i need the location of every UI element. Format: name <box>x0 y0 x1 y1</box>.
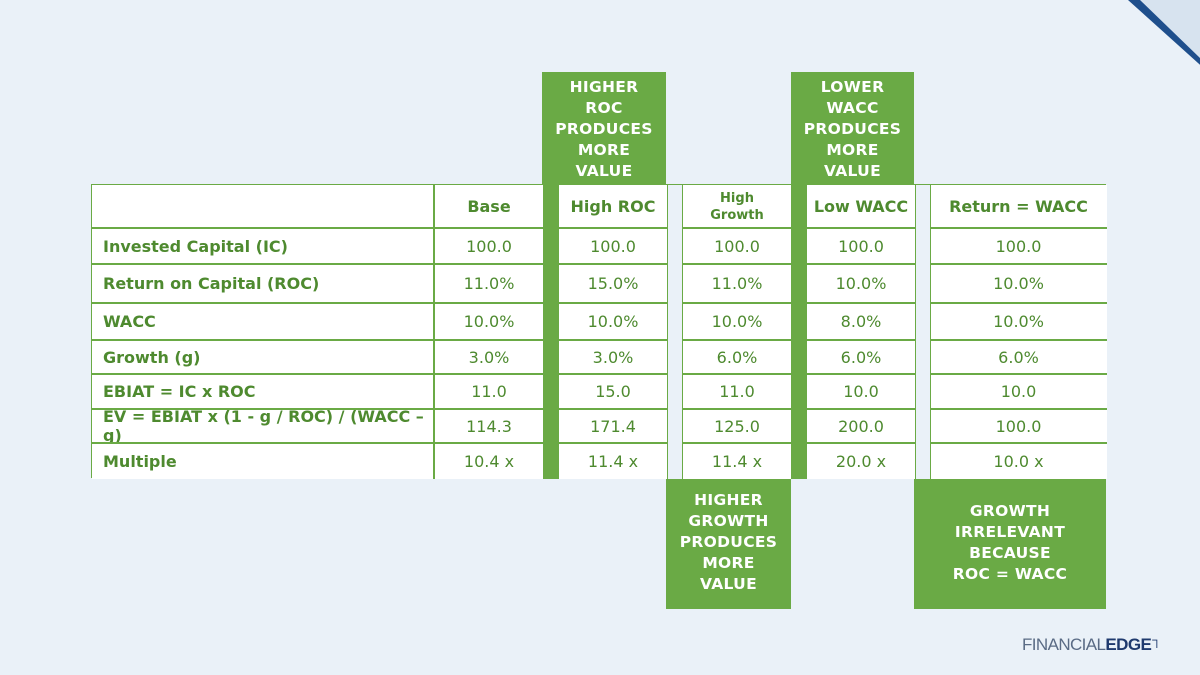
table-cell: 10.4 x <box>434 443 544 479</box>
column-divider <box>929 185 931 479</box>
row-divider <box>92 302 1107 304</box>
column-divider <box>805 185 807 479</box>
table-cell: 100.0 <box>682 228 792 264</box>
row-label: Multiple <box>92 443 434 479</box>
table-cell: 11.0% <box>682 264 792 303</box>
table-cell: 3.0% <box>434 340 544 374</box>
column-gap <box>792 185 806 479</box>
column-header: High ROC <box>558 185 668 228</box>
table-cell: 10.0 x <box>930 443 1107 479</box>
row-label: EBIAT = IC x ROC <box>92 374 434 409</box>
column-header: Return = WACC <box>930 185 1107 228</box>
column-header: Base <box>434 185 544 228</box>
column-divider <box>433 185 435 479</box>
table-cell: 11.4 x <box>558 443 668 479</box>
table-cell: 114.3 <box>434 409 544 443</box>
high-growth-callout-bar <box>666 478 791 609</box>
table-cell: 10.0 <box>806 374 916 409</box>
row-divider <box>92 263 1107 265</box>
table-cell: 100.0 <box>930 228 1107 264</box>
table-cell: 100.0 <box>806 228 916 264</box>
row-label: Growth (g) <box>92 340 434 374</box>
table-cell: 6.0% <box>930 340 1107 374</box>
table-cell: 6.0% <box>682 340 792 374</box>
table-cell: 11.4 x <box>682 443 792 479</box>
table-cell: 200.0 <box>806 409 916 443</box>
table-cell: 10.0% <box>558 303 668 340</box>
table-cell: 125.0 <box>682 409 792 443</box>
table-cell: 100.0 <box>930 409 1107 443</box>
higher-roc-callout: HIGHER ROC PRODUCES MORE VALUE <box>555 78 653 180</box>
corner-decoration <box>1128 0 1200 65</box>
row-label: Return on Capital (ROC) <box>92 264 434 303</box>
table-cell: 11.0% <box>434 264 544 303</box>
logo-mark-icon: ┐ <box>1152 632 1161 647</box>
row-divider <box>92 373 1107 375</box>
row-label: Invested Capital (IC) <box>92 228 434 264</box>
column-divider <box>681 185 683 479</box>
table-cell: 10.0% <box>806 264 916 303</box>
row-divider <box>92 227 1107 229</box>
financial-edge-logo: FINANCIALEDGE┐ <box>1022 632 1161 654</box>
table-cell: 10.0% <box>682 303 792 340</box>
table-cell: 100.0 <box>558 228 668 264</box>
table-cell: 10.0% <box>434 303 544 340</box>
table-cell: 20.0 x <box>806 443 916 479</box>
valuation-table: Base High ROC High Growth Low WACC Return = … <box>91 184 1107 479</box>
growth-irrelevant-callout-bar <box>914 478 1106 609</box>
table-cell: 10.0% <box>930 303 1107 340</box>
row-divider <box>92 442 1107 444</box>
column-gap <box>668 185 682 479</box>
column-header: Low WACC <box>806 185 916 228</box>
table-cell: 15.0 <box>558 374 668 409</box>
column-gap <box>544 185 558 479</box>
table-cell: 15.0% <box>558 264 668 303</box>
table-cell: 11.0 <box>434 374 544 409</box>
table-cell: 11.0 <box>682 374 792 409</box>
lower-wacc-callout: LOWER WACC PRODUCES MORE VALUE <box>803 78 902 180</box>
row-label: EV = EBIAT x (1 - g / ROC) / (WACC – g) <box>92 407 434 445</box>
table-cell: 100.0 <box>434 228 544 264</box>
header-empty-cell <box>92 185 434 228</box>
column-divider <box>557 185 559 479</box>
table-cell: 8.0% <box>806 303 916 340</box>
column-gap <box>916 185 930 479</box>
table-cell: 3.0% <box>558 340 668 374</box>
table-cell: 171.4 <box>558 409 668 443</box>
higher-growth-callout: HIGHER GROWTH PRODUCES MORE VALUE <box>679 491 778 593</box>
column-header: High Growth <box>682 185 792 228</box>
growth-irrelevant-callout: GROWTH IRRELEVANT BECAUSE ROC = WACC <box>952 502 1068 583</box>
row-label: WACC <box>92 303 434 340</box>
table-cell: 10.0 <box>930 374 1107 409</box>
row-divider <box>92 408 1107 410</box>
table-cell: 6.0% <box>806 340 916 374</box>
row-divider <box>92 339 1107 341</box>
table-cell: 10.0% <box>930 264 1107 303</box>
